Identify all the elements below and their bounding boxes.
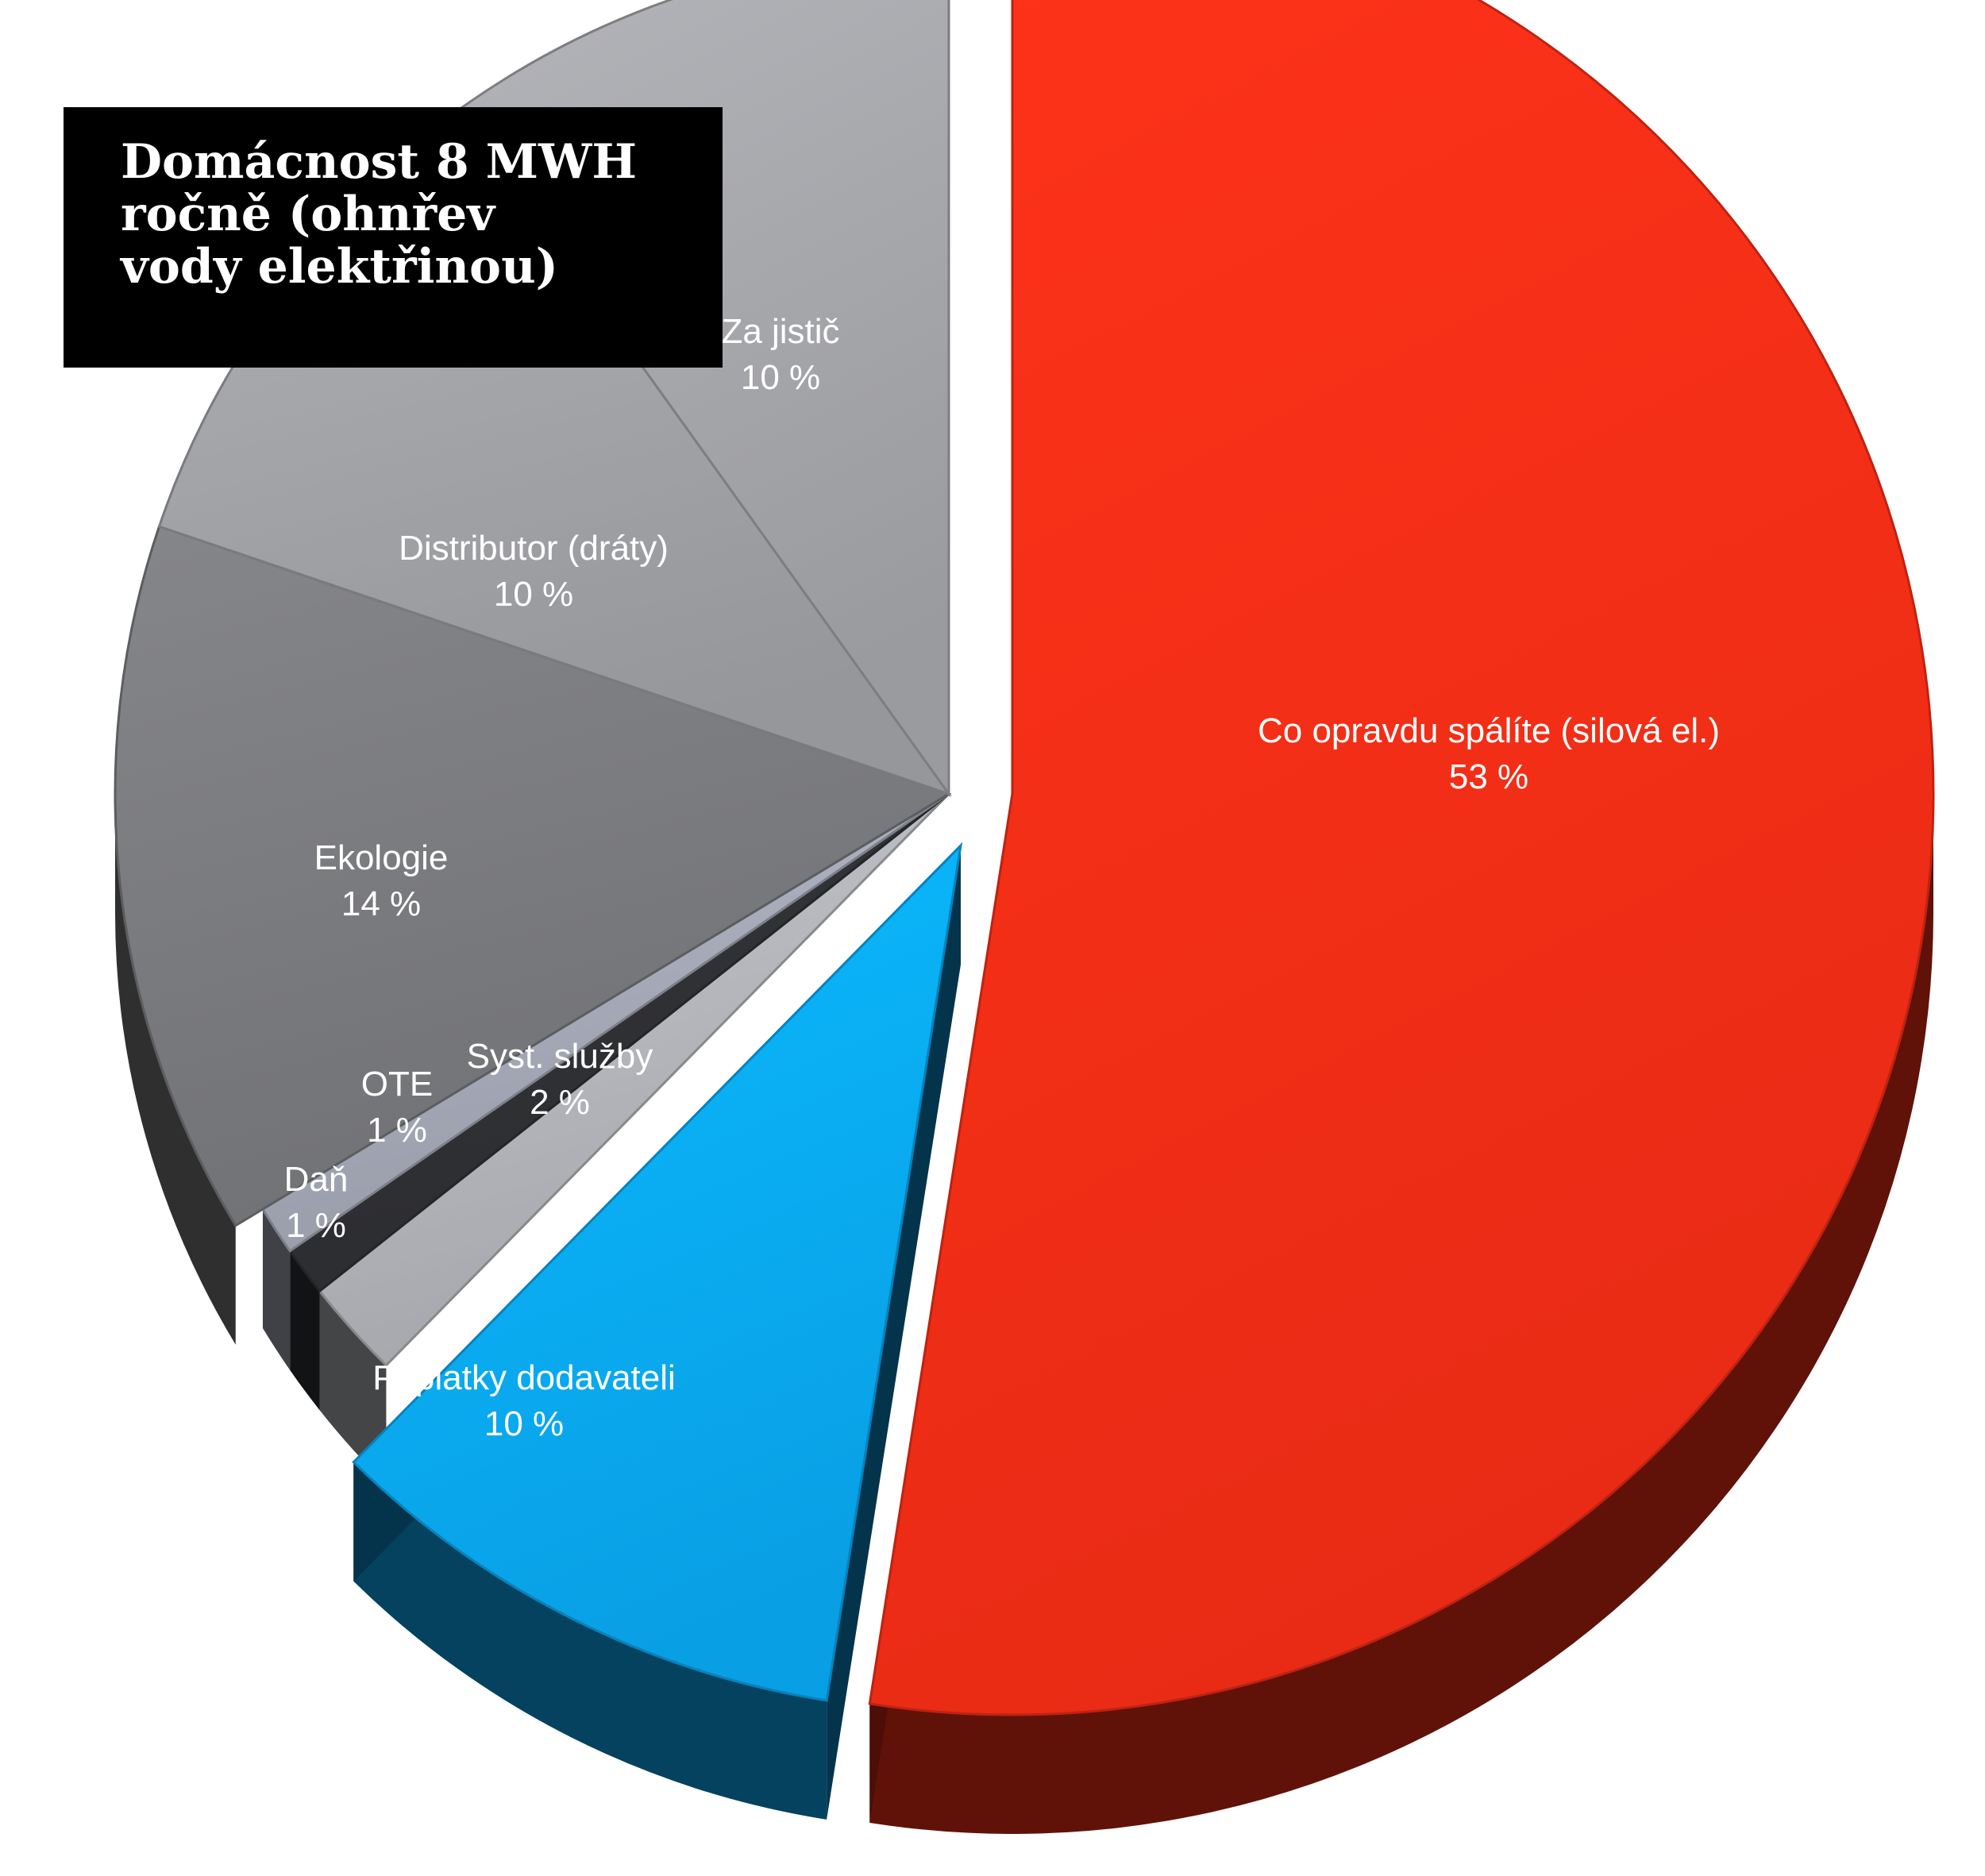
slice-label-0: Co opravdu spálíte (silová el.) [1258,711,1720,750]
slice-label-2: Syst. služby [467,1037,653,1076]
slice-value-7: 10 % [741,358,820,397]
slice-side-5-0 [115,794,236,1345]
slice-label-6: Distributor (dráty) [399,529,669,568]
slice-label-7: Za jistič [721,312,839,351]
slice-side-2-0 [319,1291,387,1485]
slice-label-4: Daň [284,1160,349,1199]
slice-side-1-0 [353,1462,827,1820]
slice-value-4: 1 % [286,1206,346,1245]
slice-0 [868,0,1935,1716]
slice-value-5: 14 % [341,884,421,923]
slice-value-1: 10 % [484,1404,564,1443]
slice-side-3-0 [290,1250,320,1411]
slice-5 [114,525,952,1227]
slice-value-2: 2 % [530,1083,590,1122]
slice-label-layer: Co opravdu spálíte (silová el.) 53 % Popla… [284,312,1720,1443]
slice-value-0: 53 % [1449,757,1528,796]
slice-1 [352,842,963,1702]
slice-side-0-0 [869,794,1933,1834]
chart-title-line-1: Domácnost 8 MWH [121,134,638,190]
chart-title-box: Domácnost 8 MWH ročně (ohnřev vody elekt… [64,107,723,368]
slice-label-3: OTE [361,1065,433,1104]
slice-label-1: Poplatky dodavateli [372,1358,676,1397]
slice-side-4-0 [262,1209,291,1370]
slice-label-5: Ekologie [314,838,449,877]
chart-title-line-3: vody elektřinou) [121,239,559,295]
slice-wall-1-0 [827,846,961,1820]
chart-title-line-2: ročně (ohnřev [121,187,495,242]
slice-value-6: 10 % [494,575,573,614]
slice-value-3: 1 % [367,1111,427,1150]
